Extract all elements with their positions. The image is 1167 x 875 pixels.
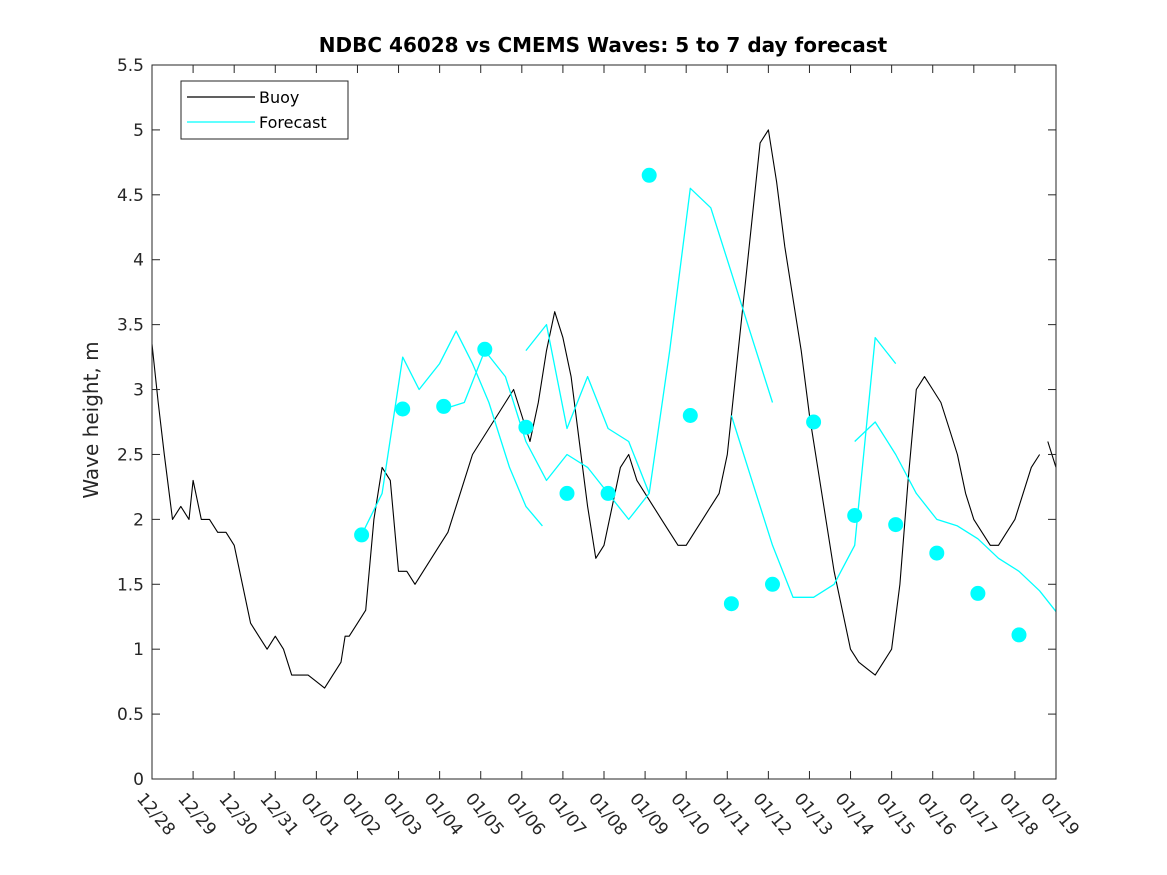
y-tick-label: 3.5	[117, 316, 144, 336]
y-tick-label: 1	[133, 640, 144, 660]
forecast-line-2	[361, 330, 543, 536]
forecast-marker	[641, 167, 657, 183]
forecast-marker	[518, 419, 534, 435]
plot-area	[152, 65, 1056, 779]
y-axis-label: Wave height, m	[79, 341, 103, 498]
marker-group	[354, 167, 1027, 643]
legend-box	[180, 80, 349, 140]
buoy-line-0	[152, 129, 1041, 689]
forecast-marker	[682, 408, 698, 423]
y-tick-label: 4	[133, 251, 144, 271]
y-tick-label: 2	[133, 510, 144, 530]
y-tick-label: 1.5	[117, 575, 144, 595]
plot-background	[152, 65, 1056, 779]
forecast-marker	[1011, 627, 1027, 643]
y-tick-label: 0	[133, 770, 144, 790]
y-tick-label: 2.5	[117, 445, 144, 465]
forecast-marker	[395, 401, 411, 417]
series-group	[152, 129, 1056, 689]
forecast-marker	[929, 545, 945, 561]
forecast-line-4	[525, 323, 650, 494]
forecast-line-7	[854, 421, 1056, 613]
forecast-marker	[354, 527, 370, 543]
forecast-line-3	[443, 349, 609, 494]
y-tick-label: 4.5	[117, 186, 144, 206]
forecast-marker	[847, 508, 863, 523]
forecast-marker	[600, 485, 616, 501]
forecast-marker	[723, 596, 739, 612]
legend-buoy-label: Buoy	[259, 88, 299, 107]
chart-title: NDBC 46028 vs CMEMS Waves: 5 to 7 day fo…	[319, 33, 888, 57]
forecast-line-6	[730, 336, 897, 598]
forecast-marker	[559, 485, 575, 501]
forecast-marker	[970, 585, 986, 601]
forecast-line-5	[607, 187, 774, 521]
forecast-marker	[436, 398, 452, 414]
y-tick-label: 0.5	[117, 705, 144, 725]
forecast-marker	[806, 414, 822, 430]
forecast-marker	[765, 576, 780, 592]
forecast-marker	[477, 341, 493, 357]
y-tick-label: 3	[133, 381, 144, 401]
legend-forecast-label: Forecast	[259, 113, 327, 132]
legend: Buoy Forecast	[180, 80, 349, 140]
y-tick-label: 5.5	[117, 56, 144, 76]
y-tick-label: 5	[133, 121, 144, 141]
forecast-marker	[888, 517, 904, 533]
